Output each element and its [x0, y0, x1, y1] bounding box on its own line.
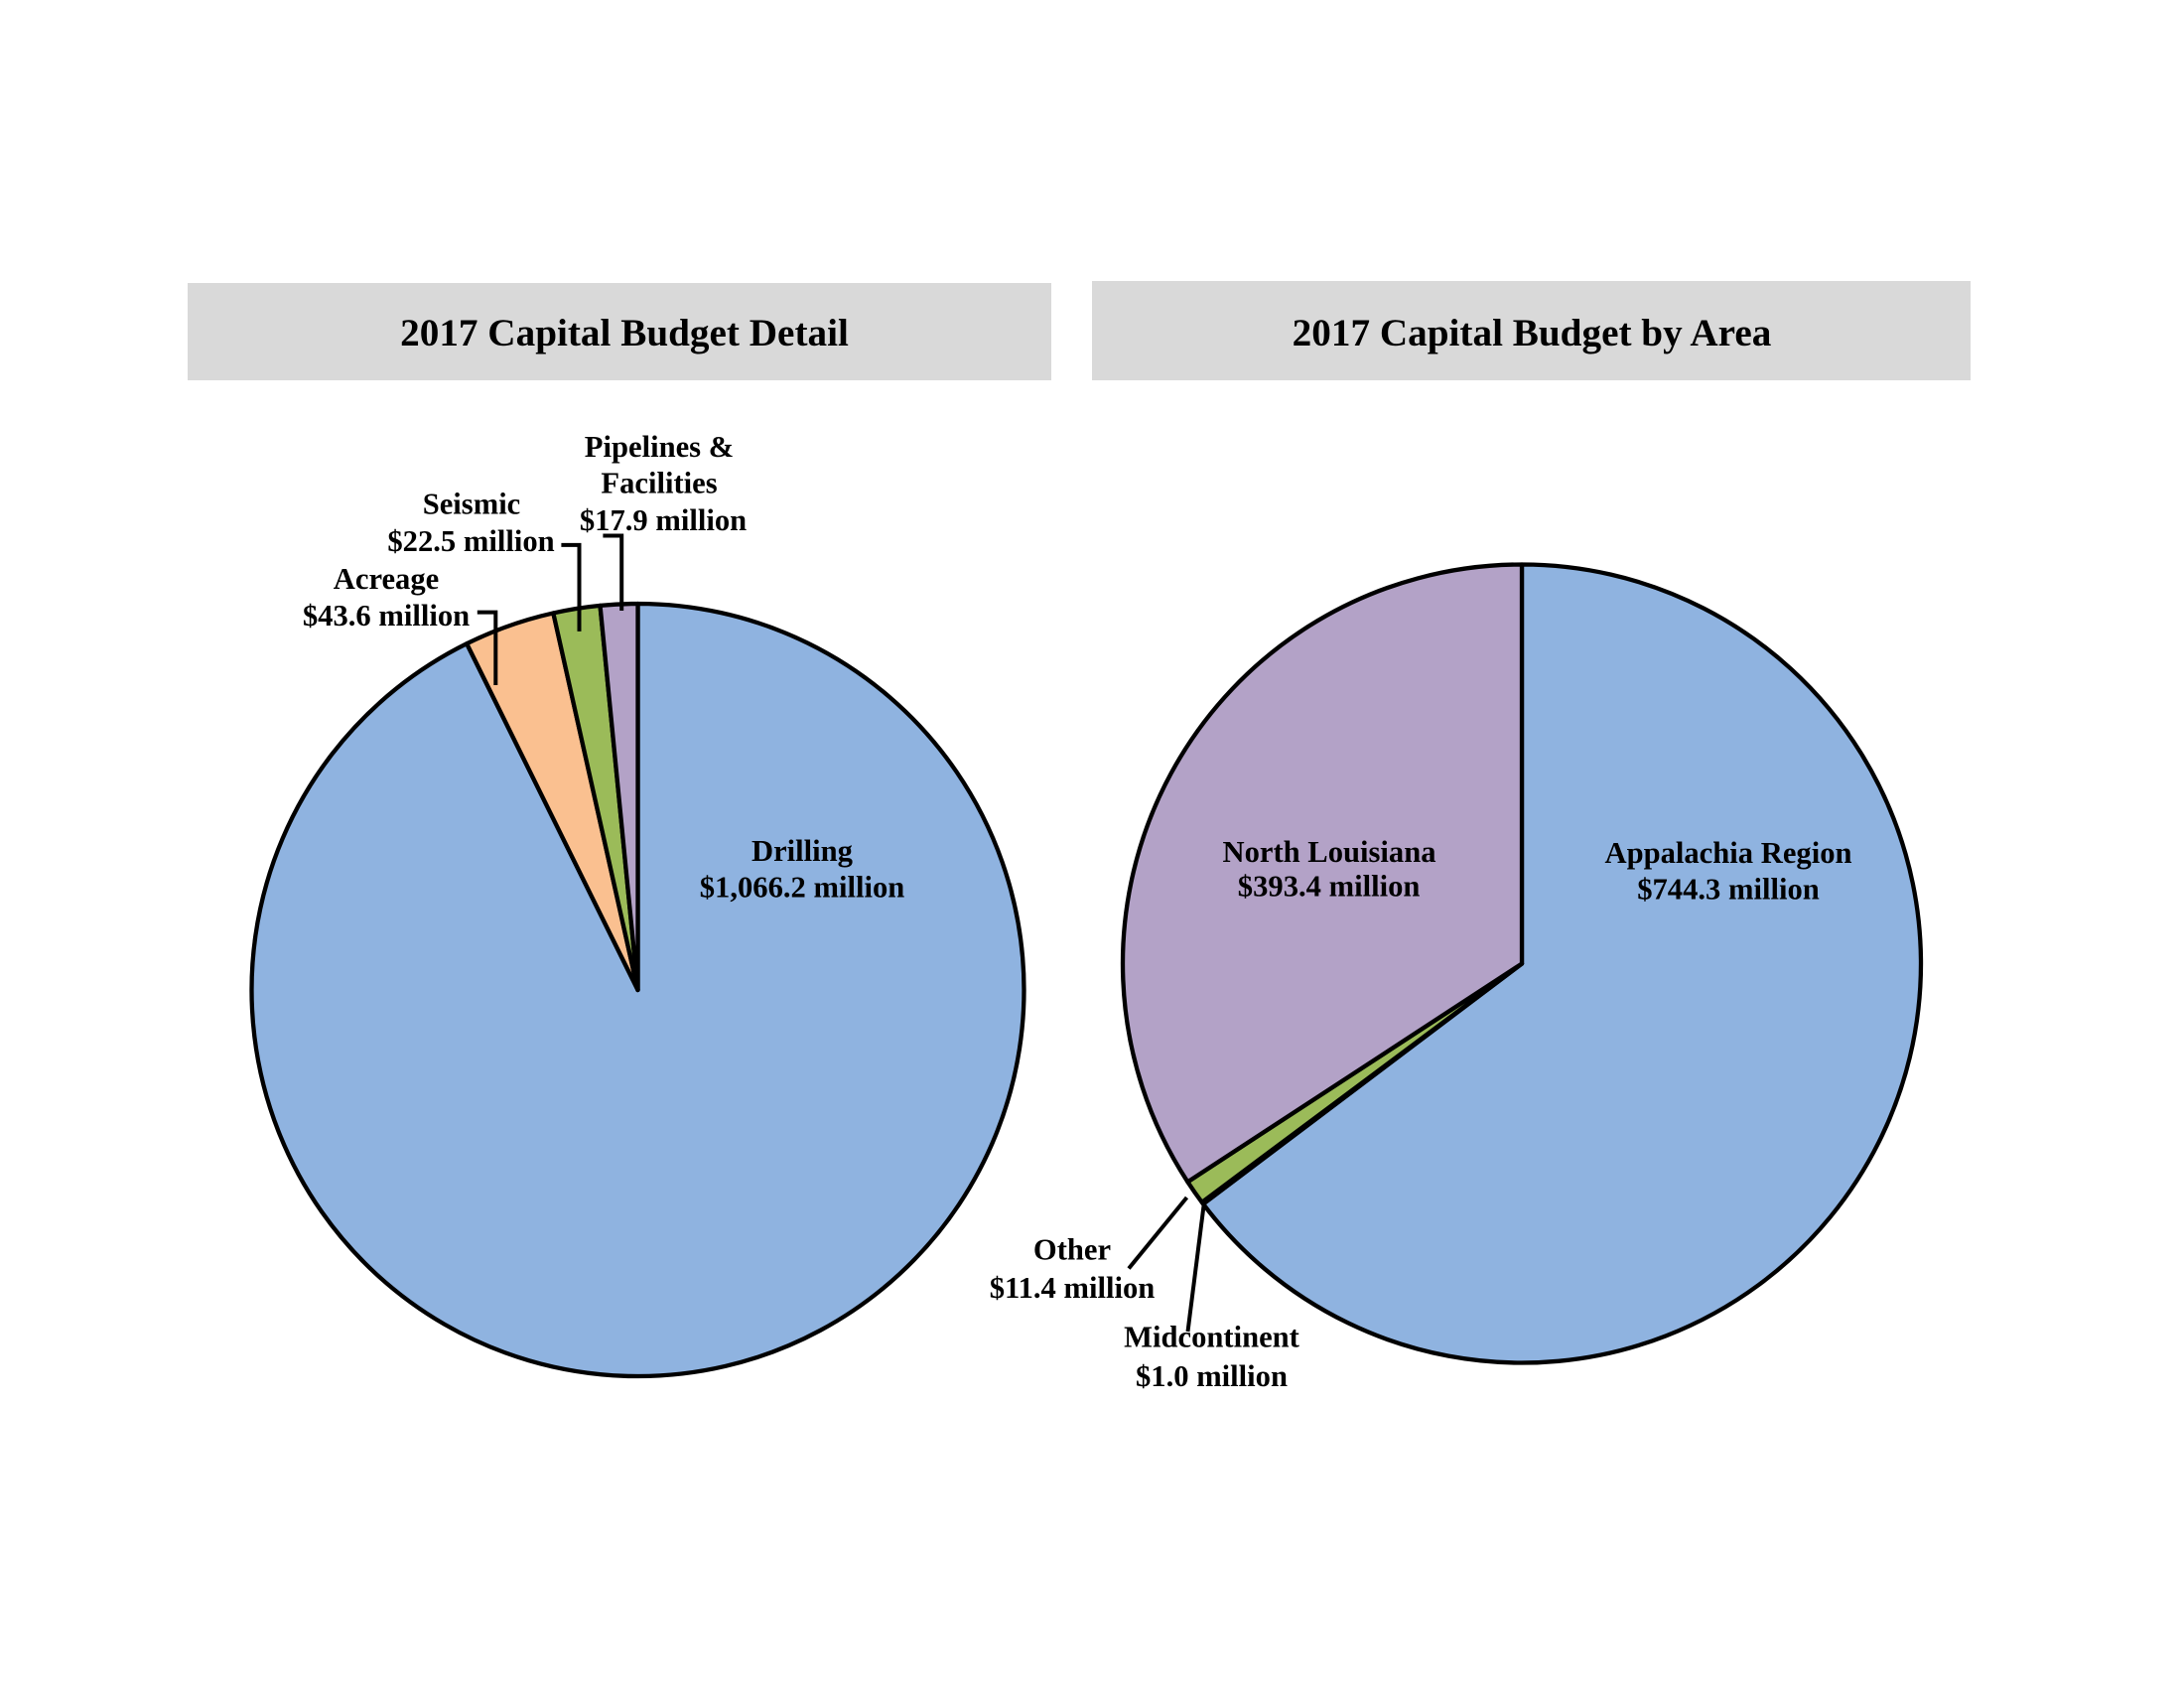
svg-text:2017 Capital Budget Detail: 2017 Capital Budget Detail [400, 312, 849, 354]
svg-text:North Louisiana: North Louisiana [1222, 835, 1435, 869]
svg-text:$744.3 million: $744.3 million [1637, 872, 1820, 906]
svg-text:$43.6 million: $43.6 million [303, 599, 470, 633]
svg-text:2017 Capital Budget by Area: 2017 Capital Budget by Area [1293, 312, 1772, 354]
svg-text:$393.4 million: $393.4 million [1238, 870, 1421, 904]
svg-text:Acreage: Acreage [334, 562, 439, 596]
svg-text:Appalachia Region: Appalachia Region [1604, 836, 1851, 870]
svg-text:Pipelines &: Pipelines & [585, 430, 734, 464]
svg-text:Other: Other [1033, 1233, 1111, 1267]
svg-text:$22.5 million: $22.5 million [387, 524, 554, 558]
svg-text:$17.9 million: $17.9 million [580, 503, 747, 537]
svg-text:Facilities: Facilities [601, 467, 717, 500]
svg-text:$11.4 million: $11.4 million [990, 1271, 1156, 1305]
svg-text:$1.0 million: $1.0 million [1136, 1359, 1288, 1393]
svg-text:Drilling: Drilling [751, 834, 853, 868]
svg-text:$1,066.2 million: $1,066.2 million [700, 870, 905, 904]
svg-text:Seismic: Seismic [423, 488, 521, 521]
svg-text:Midcontinent: Midcontinent [1124, 1320, 1300, 1353]
